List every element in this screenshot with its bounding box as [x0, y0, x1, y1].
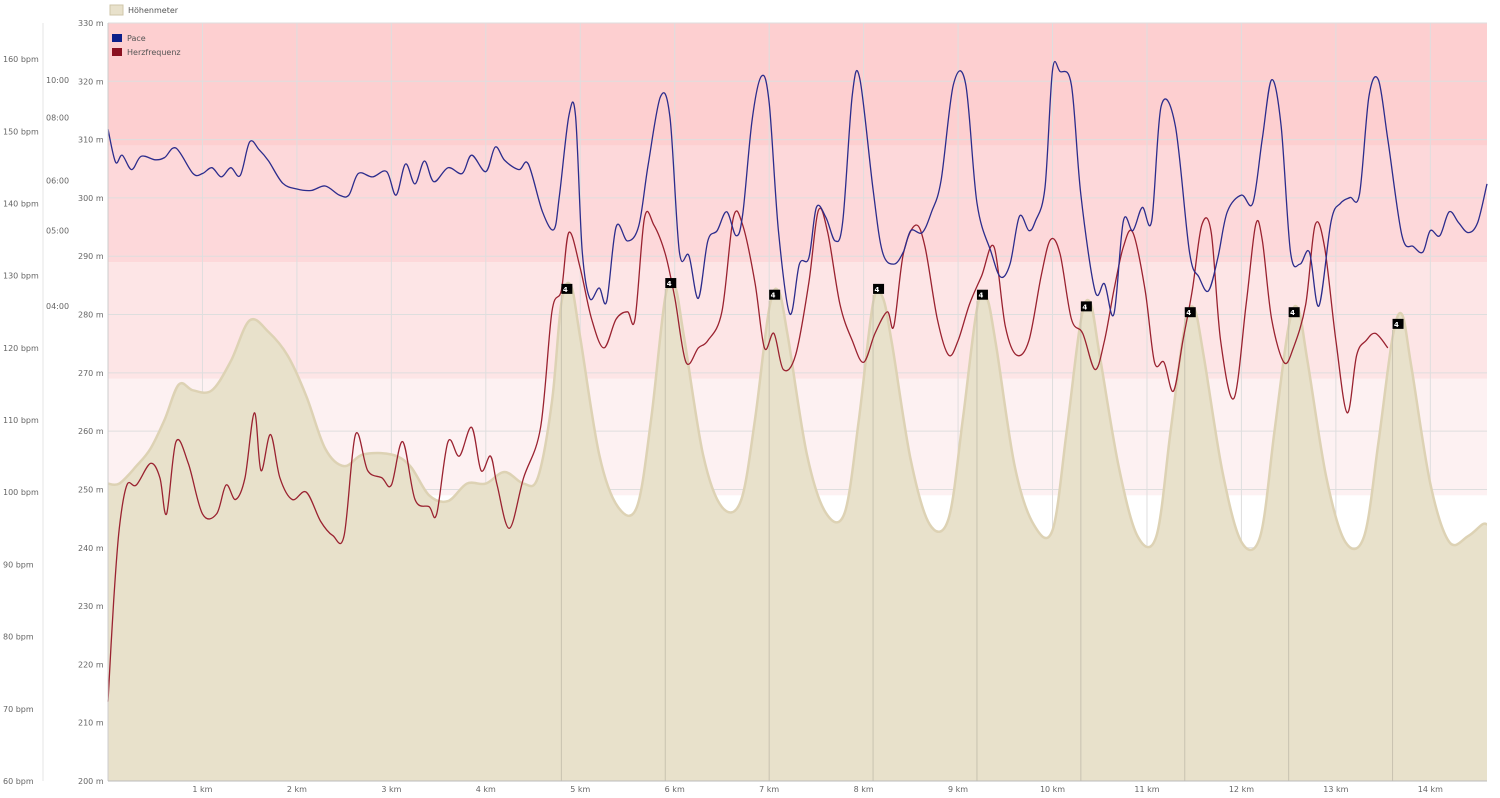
hr-tick-label: 70 bpm — [3, 705, 34, 714]
zone-band-2 — [108, 262, 1487, 379]
hr-tick-label: 80 bpm — [3, 633, 34, 642]
legend-pace-label: Pace — [127, 34, 146, 43]
x-tick-label: 14 km — [1418, 785, 1443, 794]
x-tick-label: 13 km — [1323, 785, 1348, 794]
hr-tick-label: 130 bpm — [3, 272, 39, 281]
hr-tick-label: 60 bpm — [3, 777, 34, 786]
hr-tick-label: 90 bpm — [3, 560, 34, 569]
elevation-tick-label: 220 m — [78, 660, 104, 669]
x-tick-label: 11 km — [1134, 785, 1159, 794]
lap-marker-lines — [560, 289, 1394, 781]
hr-tick-label: 110 bpm — [3, 416, 39, 425]
hr-tick-label: 120 bpm — [3, 344, 39, 353]
lap-marker-flag — [665, 278, 677, 289]
elevation-series — [107, 278, 1488, 781]
lap-marker-label: 4 — [563, 286, 568, 294]
x-tick-label: 5 km — [570, 785, 590, 794]
x-tick-label: 7 km — [759, 785, 779, 794]
lap-marker-label: 4 — [978, 292, 983, 300]
elevation-tick-label: 260 m — [78, 427, 104, 436]
pace-tick-label: 05:00 — [46, 227, 69, 236]
elevation-tick-label: 230 m — [78, 602, 104, 611]
pace-tick-label: 06:00 — [46, 176, 69, 185]
lap-marker-label: 4 — [667, 280, 672, 288]
lap-marker-flag — [1080, 301, 1092, 312]
legend-pace-swatch — [112, 34, 122, 42]
legend-elevation-label: Höhenmeter — [128, 6, 179, 15]
hr-tick-label: 140 bpm — [3, 199, 39, 208]
zone-band-4 — [108, 23, 1487, 146]
heart-rate-line — [107, 207, 1389, 702]
axes: 60 bpm 70 bpm 80 bpm 90 bpm 100 bpm 110 bpm 12… — [3, 19, 1487, 794]
elevation-tick-label: 290 m — [78, 252, 104, 261]
elevation-tick-label: 210 m — [78, 719, 104, 728]
lap-marker-label: 4 — [1394, 321, 1399, 329]
zone-band-3 — [108, 145, 1487, 263]
lap-marker-label: 4 — [771, 292, 776, 300]
x-tick-label: 12 km — [1229, 785, 1254, 794]
pace-series — [107, 60, 1488, 317]
elevation-tick-label: 330 m — [78, 19, 104, 28]
lap-markers: 4 4 4 4 4 4 4 4 4 — [561, 278, 1404, 329]
legend-heart-rate-label: Herzfrequenz — [127, 48, 181, 57]
pace-tick-label: 04:00 — [46, 302, 69, 311]
legend-top[interactable]: Höhenmeter — [109, 4, 179, 16]
x-tick-label: 9 km — [948, 785, 968, 794]
lap-marker-flag — [976, 289, 988, 300]
lap-marker-flag — [769, 289, 781, 300]
elevation-tick-label: 250 m — [78, 485, 104, 494]
legend-elevation-swatch — [109, 4, 124, 16]
x-tick-label: 4 km — [476, 785, 496, 794]
lap-marker-label: 4 — [875, 286, 880, 294]
pace-tick-label: 10:00 — [46, 76, 69, 85]
lap-marker-label: 4 — [1082, 303, 1087, 311]
elevation-area — [108, 280, 1487, 781]
lap-marker-flag — [873, 283, 885, 294]
x-tick-label: 10 km — [1040, 785, 1065, 794]
hr-tick-label: 100 bpm — [3, 488, 39, 497]
elevation-tick-label: 320 m — [78, 77, 104, 86]
lap-marker-flag — [1288, 307, 1300, 318]
heart-rate-series — [107, 207, 1389, 702]
lap-marker-label: 4 — [1186, 309, 1191, 317]
legend-heart-rate-swatch — [112, 48, 122, 56]
hr-tick-label: 160 bpm — [3, 55, 39, 64]
pace-line — [107, 60, 1488, 317]
x-tick-label: 8 km — [854, 785, 874, 794]
legend-inner[interactable]: Pace Herzfrequenz — [112, 34, 181, 57]
hr-tick-label: 150 bpm — [3, 127, 39, 136]
x-tick-label: 3 km — [381, 785, 401, 794]
elevation-tick-label: 270 m — [78, 369, 104, 378]
lap-marker-flag — [1184, 307, 1196, 318]
elevation-tick-label: 240 m — [78, 544, 104, 553]
x-tick-label: 2 km — [287, 785, 307, 794]
elevation-tick-label: 300 m — [78, 194, 104, 203]
elevation-line — [107, 278, 1488, 552]
elevation-tick-label: 200 m — [78, 777, 104, 786]
lap-marker-flag — [1392, 318, 1404, 329]
elevation-tick-label: 280 m — [78, 311, 104, 320]
lap-marker-label: 4 — [1290, 309, 1295, 317]
x-tick-label: 6 km — [665, 785, 685, 794]
lap-marker-flag — [561, 283, 573, 294]
elevation-tick-label: 310 m — [78, 136, 104, 145]
pace-tick-label: 08:00 — [46, 114, 69, 123]
x-tick-label: 1 km — [192, 785, 212, 794]
